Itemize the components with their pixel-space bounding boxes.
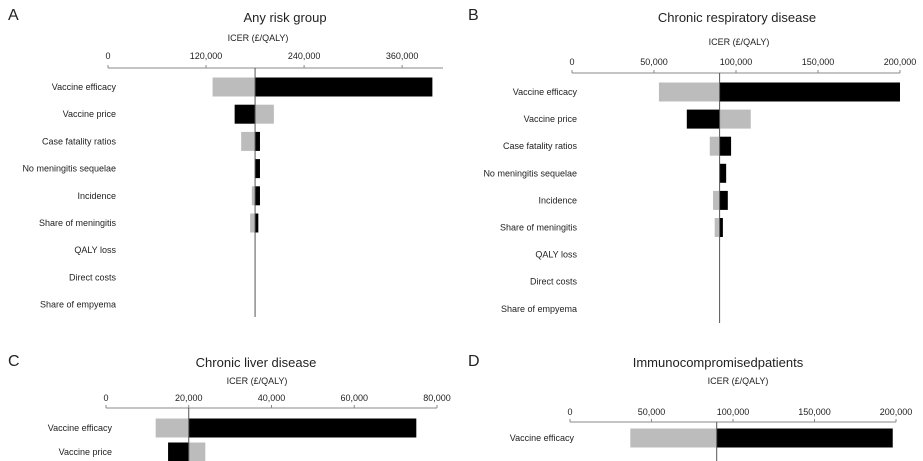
- x-tick-label: 120,000: [190, 51, 223, 61]
- parameter-label: Vaccine price: [59, 447, 112, 457]
- x-tick-label: 40,000: [258, 393, 286, 403]
- low-value-bar: [155, 418, 189, 438]
- x-axis-title: ICER (£/QALY): [708, 376, 769, 386]
- panel-letter: B: [468, 7, 479, 24]
- panel-letter: C: [8, 353, 20, 370]
- parameter-label: Share of meningitis: [39, 218, 117, 228]
- parameter-label: Vaccine price: [63, 109, 116, 119]
- x-tick-label: 0: [567, 407, 572, 417]
- panel-letter: D: [468, 353, 480, 370]
- x-axis-title: ICER (£/QALY): [227, 376, 288, 386]
- high-value-bar: [234, 104, 256, 124]
- panel-c: C Chronic liver disease ICER (£/QALY) 0 20,0…: [8, 353, 451, 461]
- parameter-label: Direct costs: [530, 277, 578, 287]
- parameter-label: Vaccine efficacy: [48, 423, 113, 433]
- x-tick-label: 200,000: [880, 407, 913, 417]
- low-value-bar: [188, 442, 206, 461]
- panel-d: D Immunocompromisedpatients ICER (£/QALY) 0…: [468, 353, 912, 461]
- low-value-bar: [250, 213, 256, 233]
- x-tick-label: 60,000: [340, 393, 368, 403]
- x-axis-title: ICER (£/QALY): [709, 37, 770, 47]
- low-value-bar: [714, 218, 720, 237]
- parameter-label: Vaccine efficacy: [513, 87, 578, 97]
- high-value-bar: [255, 131, 260, 151]
- low-value-bar: [241, 131, 256, 151]
- low-value-bar: [713, 190, 720, 210]
- x-tick-label: 240,000: [288, 51, 321, 61]
- chart-title: Chronic liver disease: [196, 355, 317, 370]
- low-value-bar: [719, 109, 751, 129]
- high-value-bar: [255, 77, 433, 97]
- high-value-bar: [719, 163, 727, 183]
- parameter-label: Case fatality ratios: [42, 136, 117, 146]
- chart-title: Chronic respiratory disease: [658, 10, 816, 25]
- high-value-bar: [719, 82, 900, 102]
- parameter-label: QALY loss: [74, 245, 116, 255]
- x-tick-label: 150,000: [798, 407, 831, 417]
- x-tick-label: 20,000: [175, 393, 203, 403]
- high-value-bar: [719, 218, 723, 237]
- x-tick-label: 50,000: [640, 57, 668, 67]
- high-value-bar: [168, 442, 189, 461]
- low-value-bar: [251, 186, 256, 206]
- x-tick-label: 200,000: [884, 57, 917, 67]
- low-value-bar: [709, 136, 720, 156]
- low-value-bar: [212, 77, 256, 97]
- low-value-bar: [658, 82, 720, 102]
- parameter-label: Share of meningitis: [500, 223, 578, 233]
- x-tick-label: 100,000: [717, 407, 750, 417]
- chart-title: Any risk group: [243, 10, 326, 25]
- high-value-bar: [255, 159, 260, 179]
- panel-a: A Any risk group ICER (£/QALY) 0 120,000 240,…: [8, 7, 443, 317]
- parameter-label: Incidence: [77, 191, 116, 201]
- panel-letter: A: [8, 7, 19, 24]
- x-axis-title: ICER (£/QALY): [228, 33, 289, 43]
- low-value-bar: [255, 104, 274, 124]
- x-tick-label: 150,000: [802, 57, 835, 67]
- high-value-bar: [255, 186, 260, 206]
- x-tick-label: 0: [105, 51, 110, 61]
- x-tick-label: 0: [103, 393, 108, 403]
- parameter-label: Vaccine efficacy: [52, 82, 117, 92]
- x-tick-label: 100,000: [720, 57, 753, 67]
- panel-b: B Chronic respiratory disease ICER (£/QALY…: [468, 7, 916, 323]
- x-tick-label: 360,000: [386, 51, 419, 61]
- x-tick-label: 50,000: [638, 407, 666, 417]
- x-tick-label: 0: [569, 57, 574, 67]
- parameter-label: Direct costs: [69, 272, 117, 282]
- high-value-bar: [188, 418, 417, 438]
- parameter-label: No meningitis sequelae: [22, 164, 116, 174]
- parameter-label: Vaccine efficacy: [510, 433, 575, 443]
- parameter-label: No meningitis sequelae: [483, 168, 577, 178]
- high-value-bar: [686, 109, 720, 129]
- high-value-bar: [255, 213, 259, 233]
- parameter-label: Share of empyema: [501, 304, 577, 314]
- parameter-label: Share of empyema: [40, 300, 116, 310]
- high-value-bar: [719, 136, 732, 156]
- parameter-label: Incidence: [538, 195, 577, 205]
- high-value-bar: [716, 428, 893, 448]
- low-value-bar: [630, 428, 717, 448]
- chart-title: Immunocompromisedpatients: [633, 355, 804, 370]
- x-tick-label: 80,000: [423, 393, 451, 403]
- parameter-label: Case fatality ratios: [503, 141, 578, 151]
- parameter-label: QALY loss: [535, 250, 577, 260]
- high-value-bar: [719, 190, 728, 210]
- parameter-label: Vaccine price: [524, 114, 577, 124]
